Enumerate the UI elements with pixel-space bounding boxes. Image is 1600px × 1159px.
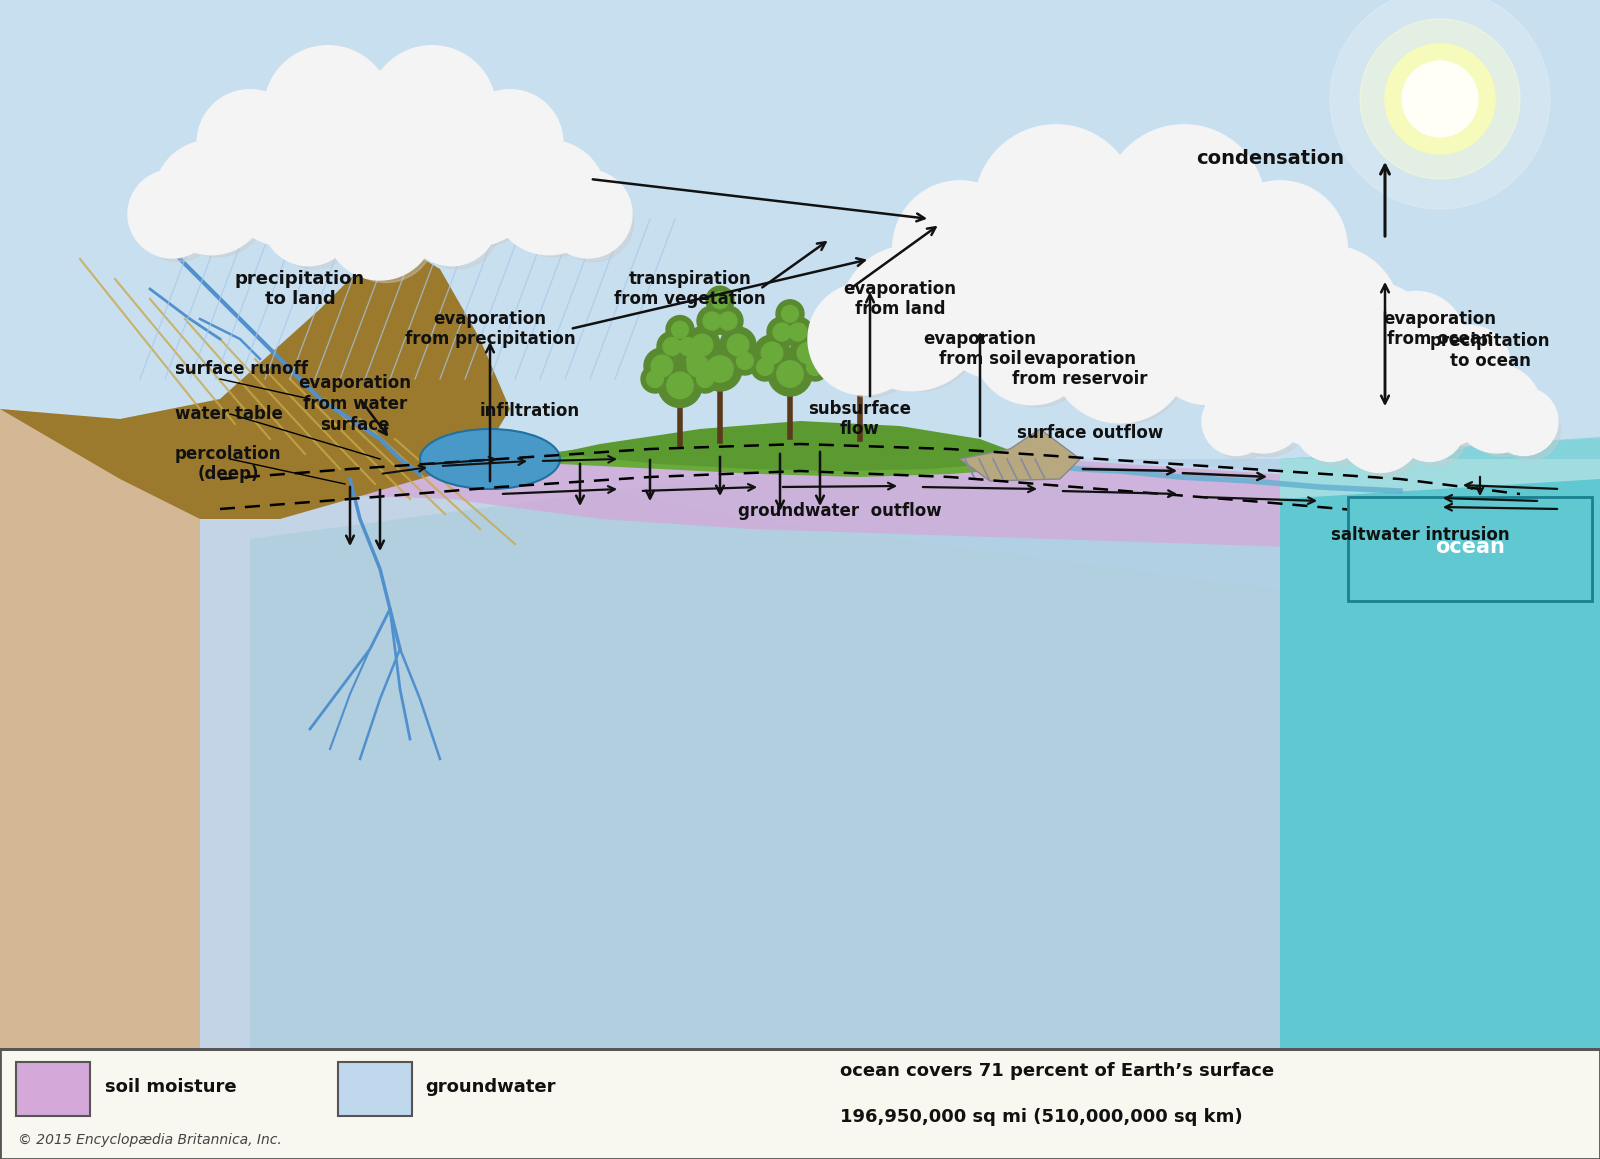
Text: groundwater: groundwater <box>426 1078 555 1096</box>
Circle shape <box>218 104 360 247</box>
Circle shape <box>666 315 694 343</box>
Circle shape <box>368 45 496 174</box>
Circle shape <box>1157 216 1320 380</box>
Circle shape <box>757 358 773 376</box>
Circle shape <box>678 337 698 356</box>
Circle shape <box>1250 326 1331 407</box>
Circle shape <box>696 371 714 387</box>
Circle shape <box>197 89 302 196</box>
Circle shape <box>1050 283 1190 423</box>
Circle shape <box>154 140 269 255</box>
Circle shape <box>973 287 1091 404</box>
Polygon shape <box>0 0 510 519</box>
Circle shape <box>736 352 754 370</box>
Circle shape <box>1320 283 1432 395</box>
Circle shape <box>1325 326 1448 449</box>
Circle shape <box>768 352 813 396</box>
Circle shape <box>491 140 606 255</box>
Circle shape <box>413 119 541 248</box>
Circle shape <box>853 312 883 342</box>
Circle shape <box>712 292 728 308</box>
Circle shape <box>1402 61 1478 137</box>
Circle shape <box>1219 365 1307 453</box>
Circle shape <box>706 286 734 314</box>
Circle shape <box>1008 156 1232 381</box>
FancyBboxPatch shape <box>1347 497 1592 602</box>
Circle shape <box>1360 19 1520 178</box>
Circle shape <box>1378 305 1466 393</box>
Circle shape <box>658 364 702 408</box>
Circle shape <box>917 199 1099 381</box>
Text: precipitation
to land: precipitation to land <box>235 270 365 308</box>
Circle shape <box>726 334 749 356</box>
Circle shape <box>1202 387 1270 455</box>
Text: surface outflow: surface outflow <box>1018 424 1163 442</box>
Circle shape <box>230 119 360 248</box>
Circle shape <box>1211 399 1272 460</box>
Circle shape <box>824 331 861 367</box>
Circle shape <box>264 45 392 174</box>
Polygon shape <box>1280 439 1600 1159</box>
Circle shape <box>682 347 709 376</box>
Circle shape <box>1338 387 1422 473</box>
Circle shape <box>1262 336 1373 447</box>
Circle shape <box>504 154 606 257</box>
Text: water table: water table <box>174 404 283 423</box>
Circle shape <box>843 318 861 335</box>
Circle shape <box>877 356 893 372</box>
Circle shape <box>416 185 499 269</box>
Circle shape <box>840 246 986 391</box>
Circle shape <box>381 60 496 175</box>
Circle shape <box>1274 350 1373 450</box>
Circle shape <box>691 365 718 393</box>
Circle shape <box>846 293 874 321</box>
Circle shape <box>291 71 467 247</box>
Circle shape <box>686 352 704 370</box>
Text: 196,950,000 sq mi (510,000,000 sq km): 196,950,000 sq mi (510,000,000 sq km) <box>840 1108 1243 1127</box>
Circle shape <box>806 358 824 376</box>
Circle shape <box>1330 0 1550 209</box>
Circle shape <box>651 355 672 377</box>
Circle shape <box>750 353 779 381</box>
Text: transpiration
from vegetation: transpiration from vegetation <box>614 270 766 308</box>
Circle shape <box>906 196 1027 316</box>
Circle shape <box>307 88 466 246</box>
Circle shape <box>646 371 664 387</box>
Circle shape <box>685 327 720 363</box>
Circle shape <box>672 321 688 338</box>
Text: infiltration: infiltration <box>480 402 581 420</box>
Circle shape <box>1102 125 1266 287</box>
Circle shape <box>1394 391 1466 461</box>
Polygon shape <box>0 0 1600 459</box>
Circle shape <box>827 356 843 372</box>
Text: ocean: ocean <box>1435 537 1506 557</box>
Circle shape <box>1306 305 1394 393</box>
Circle shape <box>819 297 920 398</box>
Circle shape <box>1312 311 1448 447</box>
Polygon shape <box>1299 437 1600 459</box>
Circle shape <box>1162 301 1267 407</box>
Circle shape <box>208 103 304 198</box>
Circle shape <box>782 318 813 347</box>
Circle shape <box>986 301 1091 407</box>
Circle shape <box>718 312 738 330</box>
Text: ocean covers 71 percent of Earth’s surface: ocean covers 71 percent of Earth’s surfa… <box>840 1062 1274 1080</box>
Circle shape <box>773 323 790 341</box>
Circle shape <box>544 170 632 258</box>
Circle shape <box>662 337 682 356</box>
Circle shape <box>766 318 797 347</box>
Circle shape <box>789 323 806 341</box>
Circle shape <box>782 306 798 322</box>
Circle shape <box>325 170 435 280</box>
Circle shape <box>1440 337 1512 411</box>
Polygon shape <box>1280 439 1600 500</box>
Circle shape <box>1386 44 1494 154</box>
Circle shape <box>776 300 805 328</box>
Polygon shape <box>530 421 1021 471</box>
Circle shape <box>1490 387 1558 455</box>
Text: © 2015 Encyclopædia Britannica, Inc.: © 2015 Encyclopædia Britannica, Inc. <box>18 1134 282 1147</box>
Circle shape <box>1304 402 1368 466</box>
Circle shape <box>1226 196 1347 316</box>
Polygon shape <box>0 409 1600 1159</box>
